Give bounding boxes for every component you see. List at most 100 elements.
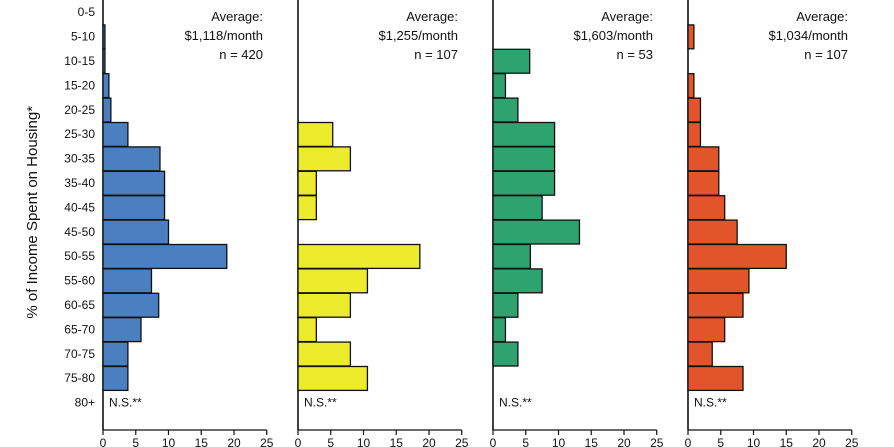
bar — [102, 48, 106, 74]
bar — [687, 365, 744, 392]
panel-annotation: Average: — [601, 9, 653, 24]
category-label: 75-80 — [64, 371, 95, 385]
bar — [102, 24, 106, 50]
bar — [687, 121, 702, 148]
panel-annotation: n = 107 — [414, 47, 458, 62]
panel-annotation: $1,603/month — [573, 28, 653, 43]
x-tick-label: 25 — [650, 436, 664, 447]
x-tick-label: 10 — [357, 436, 371, 447]
panel-footnote: N.S.** — [109, 396, 142, 410]
bar — [687, 73, 695, 99]
bar — [297, 365, 369, 392]
x-tick-label: 5 — [132, 436, 139, 447]
category-label: 65-70 — [64, 322, 95, 336]
x-tick-label: 5 — [327, 436, 334, 447]
x-tick-label: 15 — [390, 436, 404, 447]
category-label: 80+ — [75, 396, 95, 410]
x-tick-label: 0 — [685, 436, 692, 447]
panel-annotation: $1,255/month — [378, 28, 458, 43]
bar — [492, 146, 556, 172]
category-label: 60-65 — [64, 298, 95, 312]
bar — [297, 317, 317, 343]
category-label: 35-40 — [64, 176, 95, 190]
bar — [102, 97, 112, 123]
x-tick-label: 0 — [295, 436, 302, 447]
panel-footnote: N.S.** — [499, 396, 532, 410]
panel-annotation: Average: — [406, 9, 458, 24]
bar — [102, 121, 129, 148]
x-tick-label: 0 — [490, 436, 497, 447]
bar — [492, 48, 531, 74]
category-label: 15-20 — [64, 78, 95, 92]
category-label: 10-15 — [64, 54, 95, 68]
bar — [297, 292, 352, 318]
bar — [297, 146, 352, 172]
category-label: 50-55 — [64, 249, 95, 263]
bar — [492, 97, 519, 123]
category-label: 25-30 — [64, 127, 95, 141]
bar — [687, 243, 787, 270]
bar — [492, 292, 519, 318]
bar — [492, 243, 531, 270]
bar — [687, 146, 720, 172]
bar — [102, 146, 161, 172]
bar — [102, 365, 129, 392]
x-tick-label: 0 — [100, 436, 107, 447]
x-tick-label: 25 — [260, 436, 274, 447]
bar — [687, 292, 744, 318]
panel-footnote: N.S.** — [694, 396, 727, 410]
bar — [492, 73, 507, 99]
bar — [102, 170, 166, 196]
bar — [492, 317, 507, 343]
bar — [102, 243, 228, 270]
x-tick-label: 5 — [717, 436, 724, 447]
category-label: 20-25 — [64, 103, 95, 117]
category-label: 0-5 — [78, 5, 96, 19]
bar — [687, 24, 695, 50]
x-tick-label: 10 — [747, 436, 761, 447]
category-label: 40-45 — [64, 200, 95, 214]
bar — [492, 195, 543, 221]
bar — [297, 121, 334, 148]
y-axis-label: % of Income Spent on Housing* — [24, 106, 41, 319]
category-label: 30-35 — [64, 152, 95, 166]
x-tick-label: 20 — [617, 436, 631, 447]
bar — [687, 170, 720, 196]
bar — [492, 268, 543, 294]
bar — [297, 243, 421, 270]
x-tick-label: 15 — [195, 436, 209, 447]
bar — [297, 341, 352, 367]
bar — [492, 121, 556, 148]
panel-annotation: Average: — [796, 9, 848, 24]
bar — [102, 195, 166, 221]
category-label: 45-50 — [64, 225, 95, 239]
category-label: 55-60 — [64, 274, 95, 288]
bar — [687, 317, 726, 343]
panel-annotation: $1,118/month — [184, 28, 263, 43]
category-label: 70-75 — [64, 347, 95, 361]
panel-annotation: n = 420 — [219, 47, 263, 62]
bar — [102, 219, 170, 245]
bar — [102, 292, 160, 318]
x-tick-label: 5 — [522, 436, 529, 447]
bar — [687, 219, 738, 245]
panel-annotation: n = 53 — [616, 47, 653, 62]
bar — [687, 341, 713, 367]
bar — [492, 219, 581, 245]
bar — [687, 268, 750, 294]
panel-annotation: $1,034/month — [768, 28, 848, 43]
x-tick-label: 15 — [585, 436, 599, 447]
x-tick-label: 20 — [227, 436, 241, 447]
bar — [102, 73, 110, 99]
panel-annotation: Average: — [211, 9, 263, 24]
bar — [102, 317, 142, 343]
bar — [297, 195, 317, 221]
x-tick-label: 20 — [422, 436, 436, 447]
bar — [297, 170, 317, 196]
x-tick-label: 20 — [812, 436, 826, 447]
x-tick-label: 10 — [162, 436, 176, 447]
panel-annotation: n = 107 — [804, 47, 848, 62]
bar — [102, 341, 129, 367]
